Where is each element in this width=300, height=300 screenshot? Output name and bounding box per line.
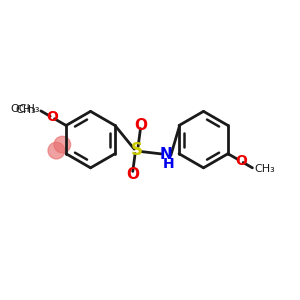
Text: OCH₃: OCH₃ — [11, 104, 40, 114]
Text: O: O — [236, 154, 247, 168]
Text: S: S — [130, 141, 142, 159]
Text: CH₃: CH₃ — [16, 105, 37, 115]
Circle shape — [48, 142, 65, 159]
Text: O: O — [126, 167, 139, 182]
Text: H: H — [163, 157, 175, 171]
Text: CH₃: CH₃ — [254, 164, 275, 174]
Text: O: O — [134, 118, 147, 133]
Text: N: N — [160, 147, 173, 162]
Circle shape — [54, 136, 70, 153]
Text: O: O — [46, 110, 58, 124]
